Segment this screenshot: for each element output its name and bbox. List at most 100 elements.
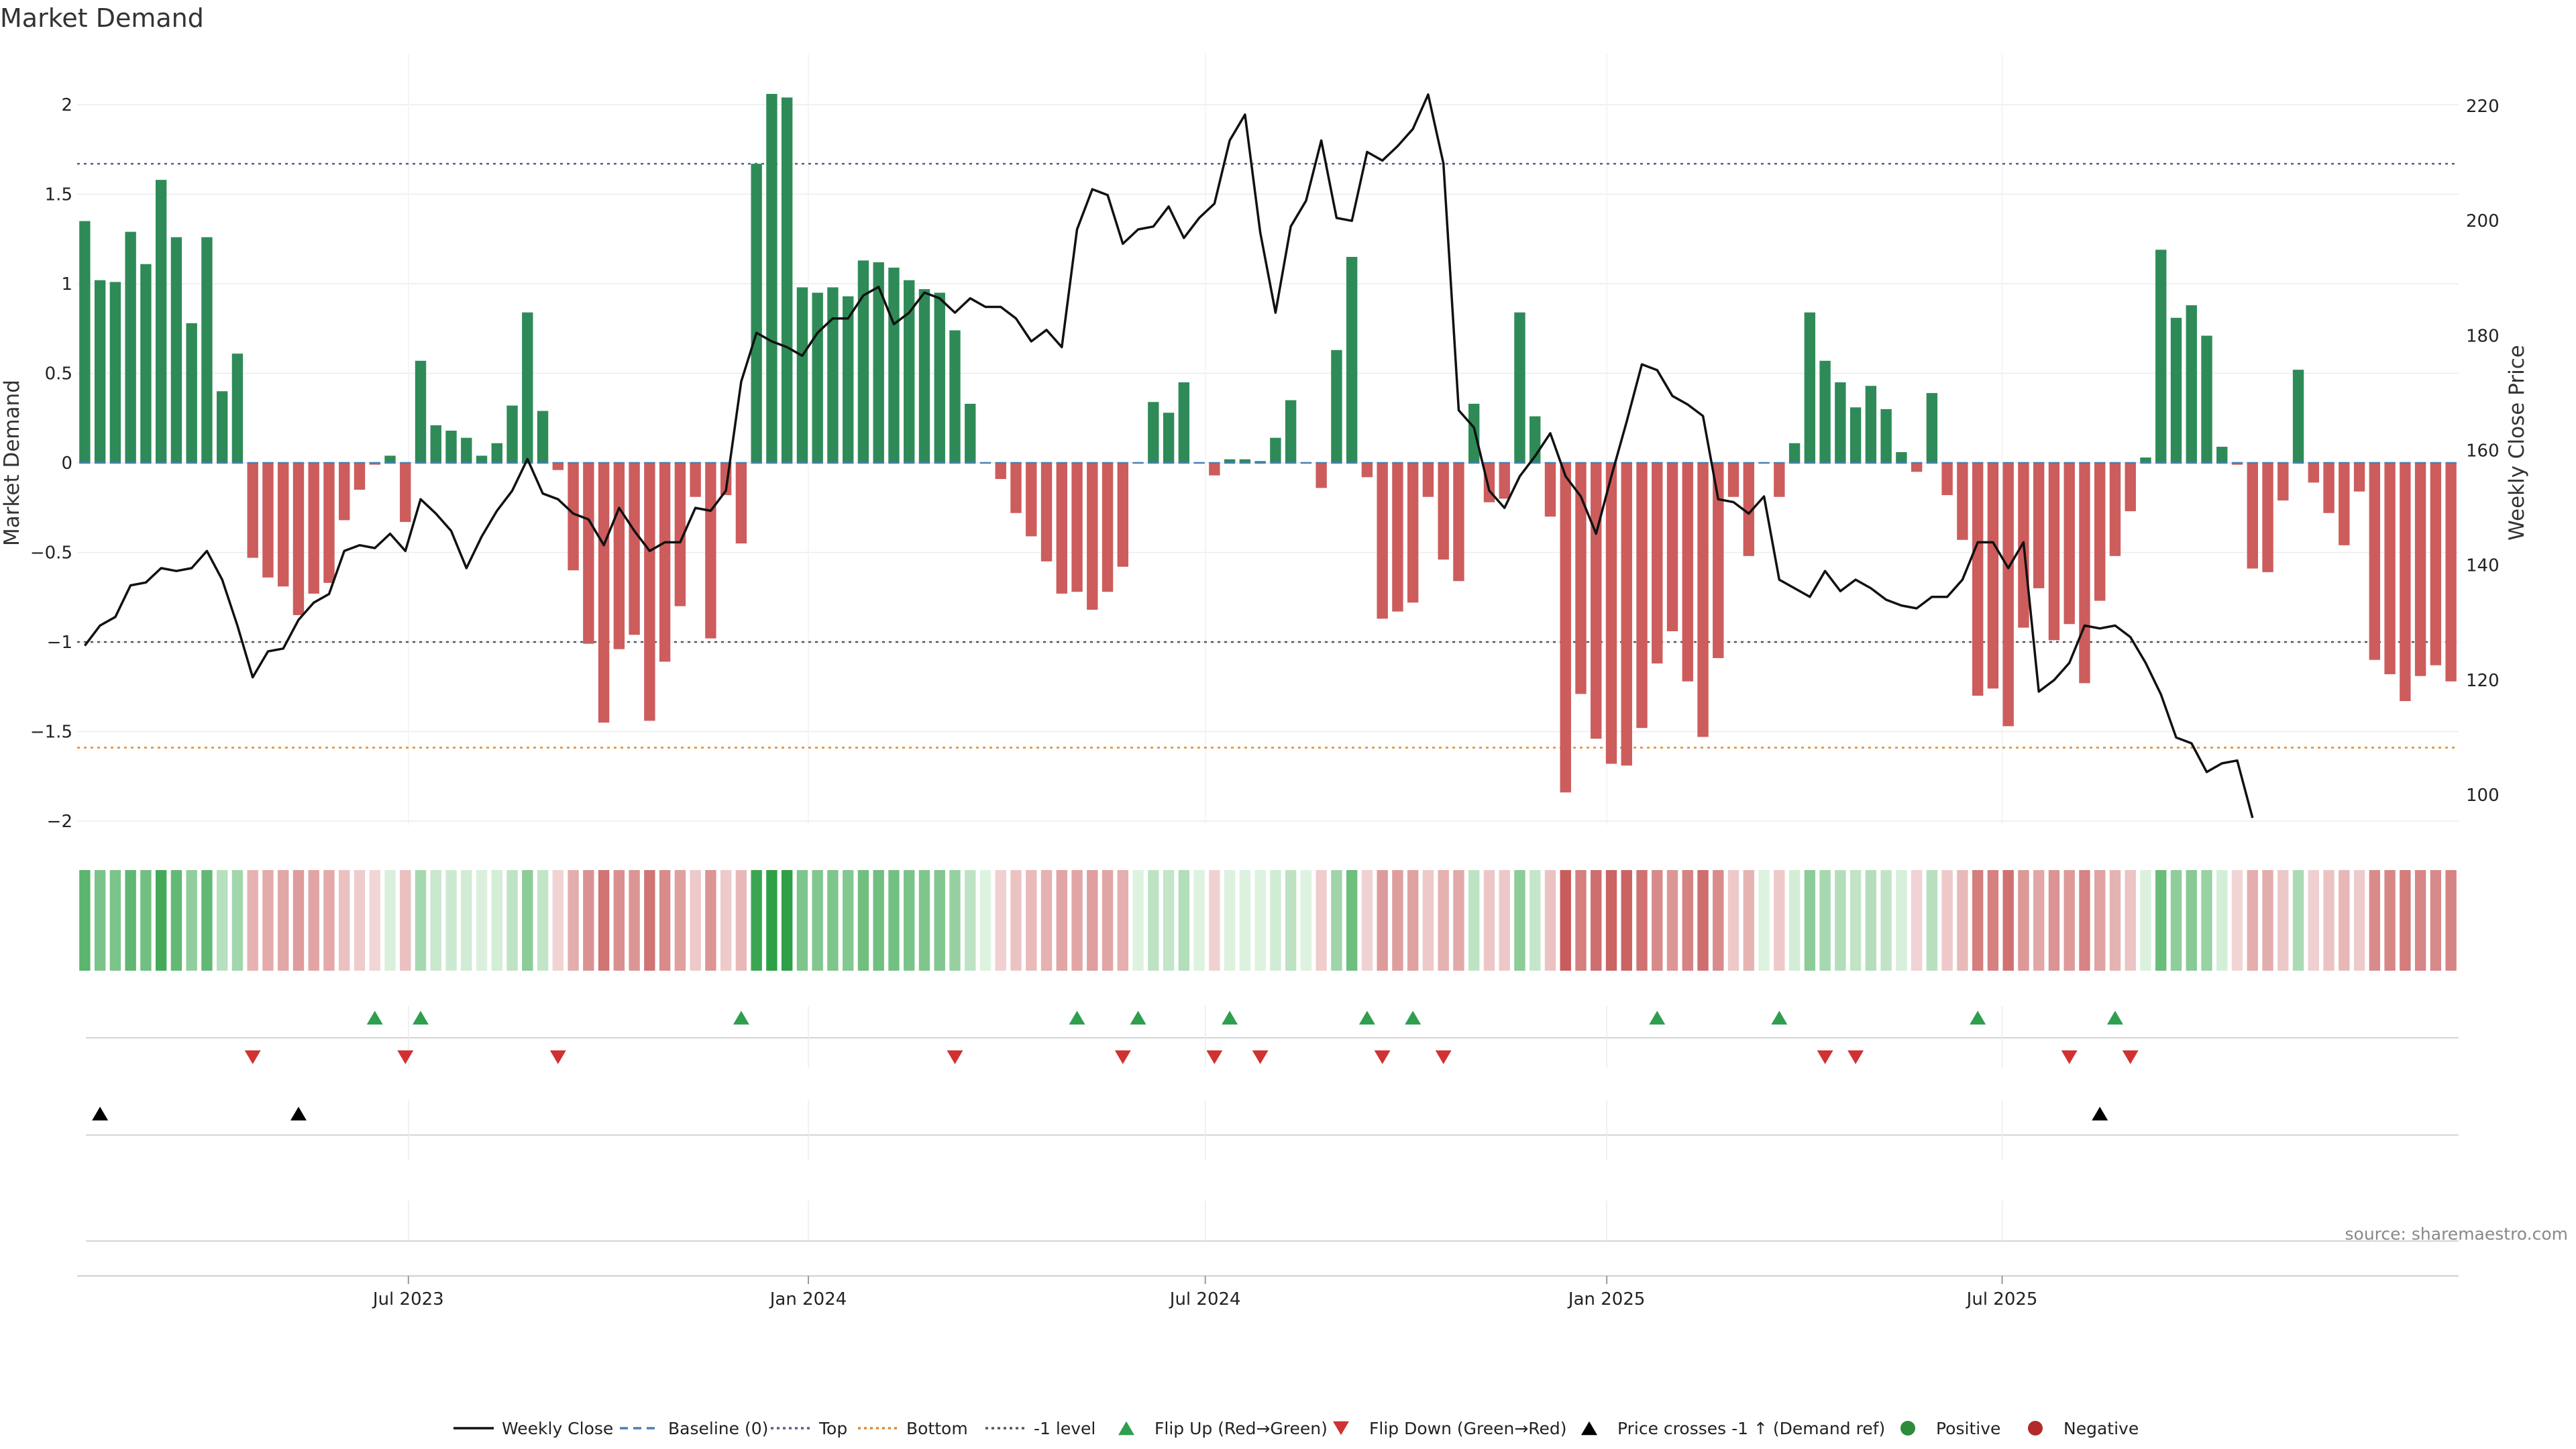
heat-cell <box>1331 870 1342 971</box>
heat-cell <box>2292 870 2304 971</box>
heat-cell <box>1774 870 1785 971</box>
demand-bar <box>430 425 441 463</box>
heat-cell <box>1117 870 1129 971</box>
demand-bar <box>1957 463 1968 540</box>
heat-cell <box>1804 870 1816 971</box>
demand-bar <box>1040 463 1053 561</box>
heat-cell <box>201 870 213 971</box>
heat-cell <box>918 870 930 971</box>
heat-cell <box>2277 870 2289 971</box>
demand-bar <box>1682 463 1693 682</box>
legend-item: Negative <box>2028 1419 2139 1438</box>
heat-cell <box>1499 870 1510 971</box>
demand-bar <box>690 463 701 497</box>
demand-bar <box>1743 463 1755 556</box>
heat-cell <box>430 870 441 971</box>
heat-cell <box>231 870 244 971</box>
demand-bar <box>1835 382 1846 463</box>
demand-bar <box>965 403 976 463</box>
heat-cell <box>796 870 808 971</box>
heat-cell <box>888 870 900 971</box>
heat-cell <box>1026 870 1037 971</box>
heat-cell <box>629 870 640 971</box>
heat-cell <box>2369 870 2381 971</box>
demand-bar <box>644 463 655 721</box>
demand-bar <box>1178 382 1190 463</box>
demand-bar <box>369 463 380 465</box>
demand-bar <box>1254 461 1266 463</box>
heat-cell <box>1972 870 1984 971</box>
heat-cell <box>506 870 518 971</box>
demand-bar <box>2414 463 2426 676</box>
flip-down-marker <box>1252 1050 1269 1065</box>
heat-cell <box>94 870 106 971</box>
heat-cell <box>1788 870 1801 971</box>
demand-bar <box>1392 463 1403 612</box>
heat-cell <box>659 870 671 971</box>
heat-cell <box>1529 870 1541 971</box>
x-tick-label: Jan 2024 <box>769 1289 847 1309</box>
heat-cell <box>2353 870 2365 971</box>
heat-cell <box>1926 870 1938 971</box>
heat-cell <box>1270 870 1281 971</box>
demand-bar <box>781 97 793 463</box>
heat-cell <box>186 870 197 971</box>
demand-bar <box>1880 409 1892 463</box>
demand-bar <box>1163 413 1175 463</box>
heat-cell <box>2323 870 2334 971</box>
right-tick-label: 220 <box>2466 97 2500 117</box>
demand-bar <box>445 430 457 463</box>
demand-bar <box>2048 463 2060 641</box>
demand-bar <box>1087 463 1098 610</box>
heat-cell <box>735 870 747 971</box>
flip-up-marker <box>1222 1010 1238 1025</box>
demand-bar <box>1774 463 1785 497</box>
price-cross-markers <box>92 1106 2108 1121</box>
demand-bar <box>629 463 640 635</box>
heat-cell <box>1514 870 1525 971</box>
demand-bar <box>598 463 610 723</box>
heat-cell <box>308 870 319 971</box>
heat-cell <box>125 870 136 971</box>
heat-cell <box>812 870 823 971</box>
demand-bar <box>613 463 625 649</box>
demand-bar <box>2247 463 2258 569</box>
heat-cell <box>2414 870 2426 971</box>
demand-bar <box>1849 407 1862 463</box>
demand-bar <box>94 280 106 463</box>
flip-down-marker <box>397 1050 414 1065</box>
heat-cell <box>1605 870 1617 971</box>
demand-bar <box>1377 463 1388 619</box>
heat-cell <box>934 870 945 971</box>
legend-item: Bottom <box>858 1419 968 1438</box>
heat-cell <box>2216 870 2228 971</box>
flip-down-marker <box>1435 1050 1452 1065</box>
right-axis-label: Weekly Close Price <box>2505 345 2529 541</box>
heat-cell <box>1560 870 1571 971</box>
legend-label: Top <box>818 1419 847 1438</box>
heat-cell <box>2155 870 2167 971</box>
heat-cell <box>170 870 182 971</box>
flip-down-marker <box>2061 1050 2078 1065</box>
heat-cell <box>278 870 289 971</box>
heat-cell <box>1941 870 1953 971</box>
heat-cell <box>445 870 457 971</box>
demand-bar <box>1804 312 1816 463</box>
heat-cell <box>781 870 793 971</box>
heat-cell <box>1163 870 1175 971</box>
heat-cell <box>1453 870 1464 971</box>
heat-cell <box>1544 870 1556 971</box>
heat-cell <box>292 870 305 971</box>
demand-bar <box>1697 463 1709 737</box>
demand-bar <box>705 463 716 639</box>
legend-item: Flip Up (Red→Green) <box>1118 1419 1328 1438</box>
heat-cell <box>904 870 915 971</box>
demand-bar <box>888 267 900 463</box>
demand-bar <box>857 260 869 463</box>
flip-up-marker <box>1405 1010 1421 1025</box>
demand-bar <box>1972 463 1984 696</box>
flip-down-marker <box>1206 1050 1223 1065</box>
legend-item: Price crosses -1 ↑ (Demand ref) <box>1581 1419 1885 1438</box>
demand-bar <box>1713 463 1724 659</box>
flip-up-marker <box>2106 1010 2123 1025</box>
